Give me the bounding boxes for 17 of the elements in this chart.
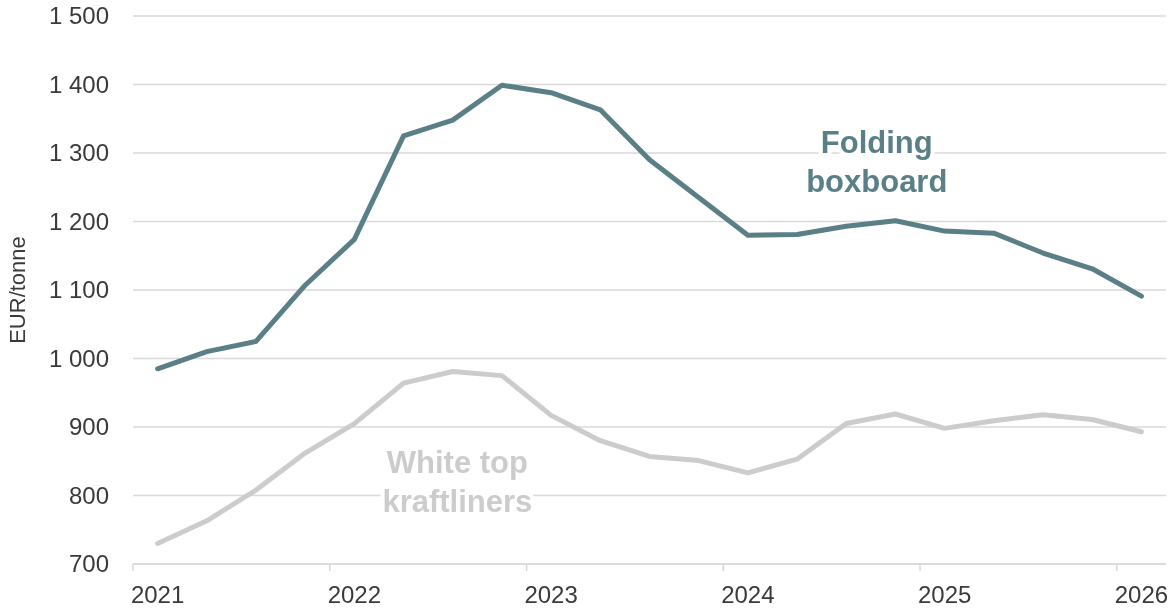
- series-label: Folding boxboard: [806, 125, 948, 200]
- y-tick-label: 1 200: [48, 207, 109, 235]
- x-tick-label: 2026: [1114, 581, 1169, 608]
- y-tick-label: 1 300: [48, 139, 109, 167]
- y-tick-label: 700: [68, 550, 109, 578]
- y-tick-label: 1 500: [48, 2, 109, 30]
- y-axis-title: EUR/tonne: [4, 236, 30, 344]
- x-tick-label: 2024: [721, 581, 775, 608]
- x-tick-label: 2025: [917, 581, 972, 608]
- y-tick-label: 900: [68, 413, 109, 441]
- y-tick-label: 1 000: [48, 344, 109, 372]
- y-tick-label: 1 100: [48, 276, 109, 304]
- y-tick-label: 800: [68, 481, 109, 509]
- x-tick-label: 2023: [524, 581, 578, 608]
- y-tick-label: 1 400: [48, 70, 109, 98]
- x-tick-label: 2022: [327, 581, 382, 608]
- x-tick-label: 2021: [130, 581, 185, 608]
